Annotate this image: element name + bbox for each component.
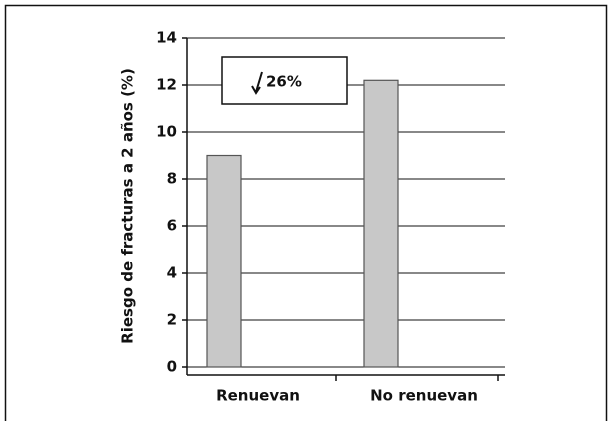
frame xyxy=(4,4,608,421)
y-tick-label: 14 xyxy=(156,29,177,47)
x-tick-label: Renuevan xyxy=(216,387,300,405)
y-tick-label: 6 xyxy=(167,217,177,235)
y-axis-label: Riesgo de fracturas a 2 años (%) xyxy=(119,68,137,344)
y-tick-label: 12 xyxy=(156,76,177,94)
y-tick-label: 10 xyxy=(156,123,177,141)
x-tick-label: No renuevan xyxy=(370,387,478,405)
y-tick-label: 8 xyxy=(167,170,177,188)
y-tick-label: 0 xyxy=(167,358,177,376)
annotation-box xyxy=(221,56,348,105)
bar xyxy=(363,79,399,368)
annotation: 26% xyxy=(266,73,302,91)
y-tick-label: 2 xyxy=(167,311,177,329)
bar xyxy=(206,154,242,368)
y-tick-label: 4 xyxy=(167,264,177,282)
arrow-icon xyxy=(251,71,263,95)
